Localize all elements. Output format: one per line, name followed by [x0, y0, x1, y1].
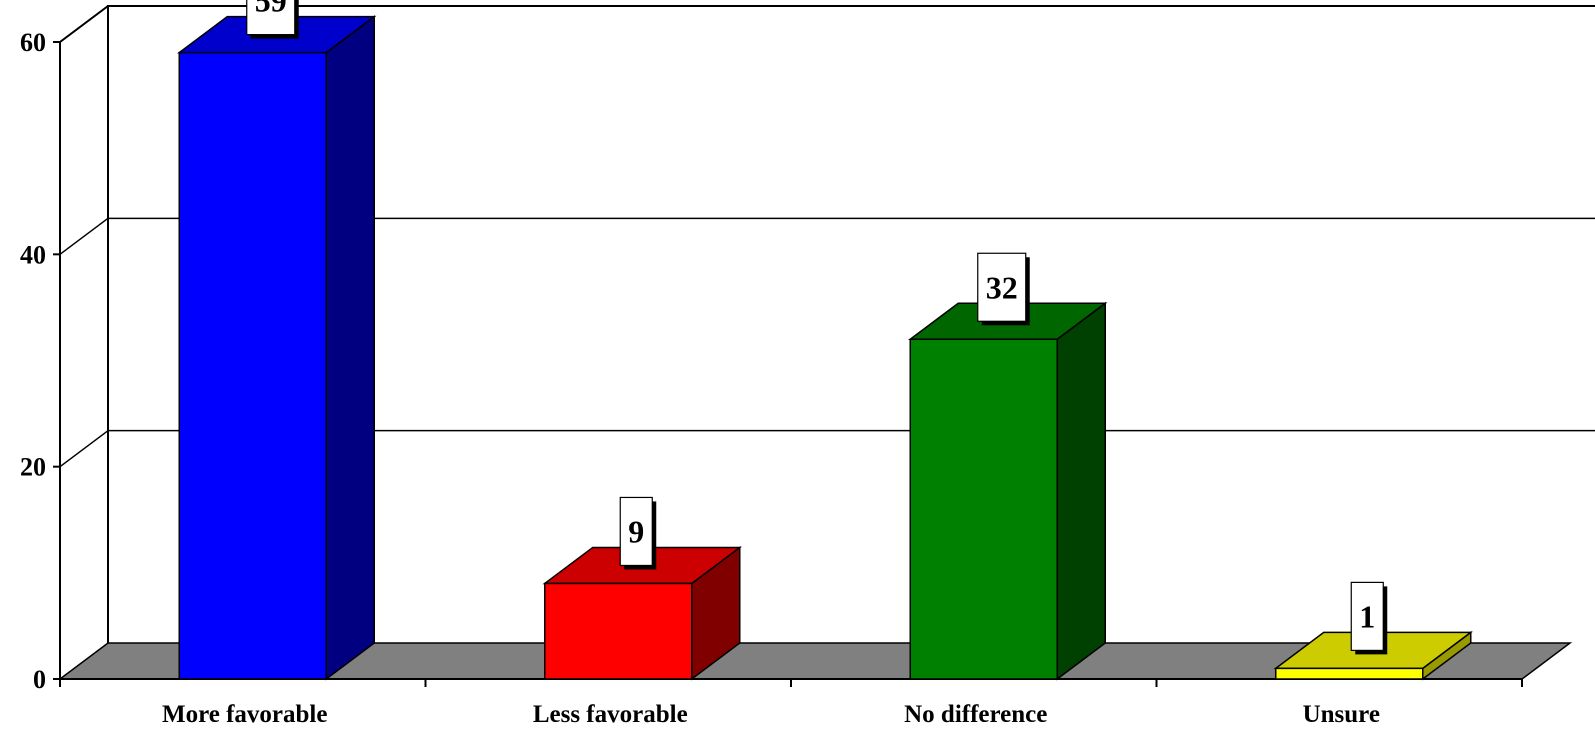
data-label: 9 [619, 496, 657, 570]
bar [544, 582, 693, 680]
bar-side [1056, 301, 1106, 681]
gridline-diagonal [59, 430, 109, 468]
bar [909, 338, 1058, 680]
gridline-diagonal [59, 217, 109, 255]
data-label-text: 32 [986, 269, 1018, 305]
x-tick-label: No difference [904, 701, 1047, 728]
bar-no-difference [908, 301, 1108, 681]
data-label-box [246, 0, 296, 36]
y-tick-label: 40 [20, 240, 46, 269]
gridline-diagonal [59, 5, 109, 43]
data-label: 32 [977, 252, 1030, 326]
y-tick-label: 60 [20, 28, 46, 57]
data-labels: 59 9 32 1 [246, 0, 1388, 655]
data-label-box [1350, 581, 1384, 651]
data-label-text: 9 [628, 513, 644, 549]
data-label: 1 [1350, 581, 1388, 655]
axis-text: 0 20 40 60 More favorable Less favorable No di… [20, 28, 1380, 728]
y-tick-label: 20 [20, 453, 46, 482]
bar [178, 51, 327, 680]
data-label-text: 1 [1359, 598, 1375, 634]
data-label-box [977, 252, 1027, 322]
x-tick-label: Less favorable [533, 701, 688, 728]
bars [176, 15, 1473, 681]
bar-more-favorable [176, 15, 377, 681]
x-tick-label: Unsure [1303, 701, 1380, 728]
data-label-box [619, 496, 653, 567]
bar [1275, 667, 1424, 680]
bar-side [325, 15, 375, 681]
data-label-text: 59 [255, 0, 287, 19]
data-label: 59 [246, 0, 299, 39]
y-tick-label: 0 [33, 665, 46, 694]
x-tick-label: More favorable [162, 701, 327, 728]
